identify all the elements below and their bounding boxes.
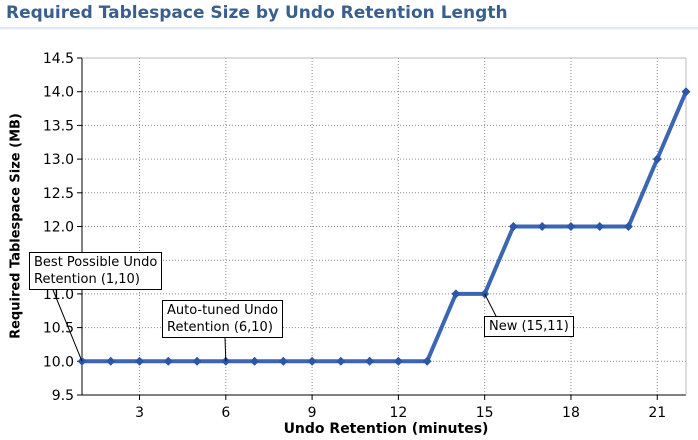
- annotation-line: Best Possible Undo: [34, 255, 158, 270]
- data-point: [163, 356, 173, 366]
- data-point: [307, 356, 317, 366]
- x-tick-label: 3: [135, 405, 144, 421]
- annotation-leader-line: [52, 289, 83, 362]
- data-point: [623, 222, 633, 231]
- annotation-line: New (15,11): [489, 319, 569, 334]
- annotation-line: Retention (6,10): [167, 320, 273, 335]
- series-line: [82, 90, 688, 364]
- y-tick-label: 11.0: [43, 287, 74, 303]
- data-point: [336, 356, 346, 366]
- annotation-leader-line: [484, 293, 497, 317]
- y-tick-label: 13.0: [43, 152, 74, 168]
- y-tick-label: 14.0: [43, 85, 74, 101]
- data-point: [451, 289, 461, 299]
- data-point: [393, 356, 403, 366]
- x-tick-label: 15: [476, 405, 494, 421]
- data-point: [106, 356, 116, 366]
- chart-title: Required Tablespace Size by Undo Retenti…: [6, 3, 508, 23]
- data-point: [278, 356, 288, 366]
- x-axis-label: Undo Retention (minutes): [283, 421, 489, 437]
- data-point: [566, 222, 576, 231]
- annotation-new: New (15,11): [484, 316, 574, 337]
- annotation-line: Retention (1,10): [34, 272, 140, 287]
- y-tick-label: 14.5: [43, 51, 74, 67]
- data-point: [135, 356, 145, 366]
- y-tick-label: 13.5: [43, 118, 74, 134]
- data-point: [652, 154, 662, 164]
- y-tick-label: 10.0: [43, 354, 74, 370]
- data-point: [250, 356, 260, 366]
- annotation-leader-line: [224, 337, 227, 362]
- data-point: [508, 222, 518, 231]
- data-point: [422, 356, 432, 366]
- y-tick-label: 12.0: [43, 220, 74, 236]
- x-tick-label: 18: [562, 405, 580, 421]
- title-divider: [0, 27, 698, 30]
- x-tick-label: 12: [389, 405, 407, 421]
- x-tick-label: 9: [308, 405, 317, 421]
- annotation-auto-tuned: Auto-tuned Undo Retention (6,10): [162, 300, 284, 338]
- annotation-line: Auto-tuned Undo: [167, 303, 279, 318]
- annotation-best-possible: Best Possible Undo Retention (1,10): [29, 252, 163, 290]
- y-tick-label: 12.5: [43, 186, 74, 202]
- x-tick-label: 21: [648, 405, 666, 421]
- y-tick-label: 10.5: [43, 321, 74, 337]
- y-tick-label: 9.5: [52, 388, 74, 404]
- data-point: [365, 356, 375, 366]
- data-point: [681, 87, 691, 97]
- data-point: [537, 222, 547, 231]
- data-point: [192, 356, 202, 366]
- data-point: [595, 222, 605, 231]
- x-tick-label: 6: [221, 405, 230, 421]
